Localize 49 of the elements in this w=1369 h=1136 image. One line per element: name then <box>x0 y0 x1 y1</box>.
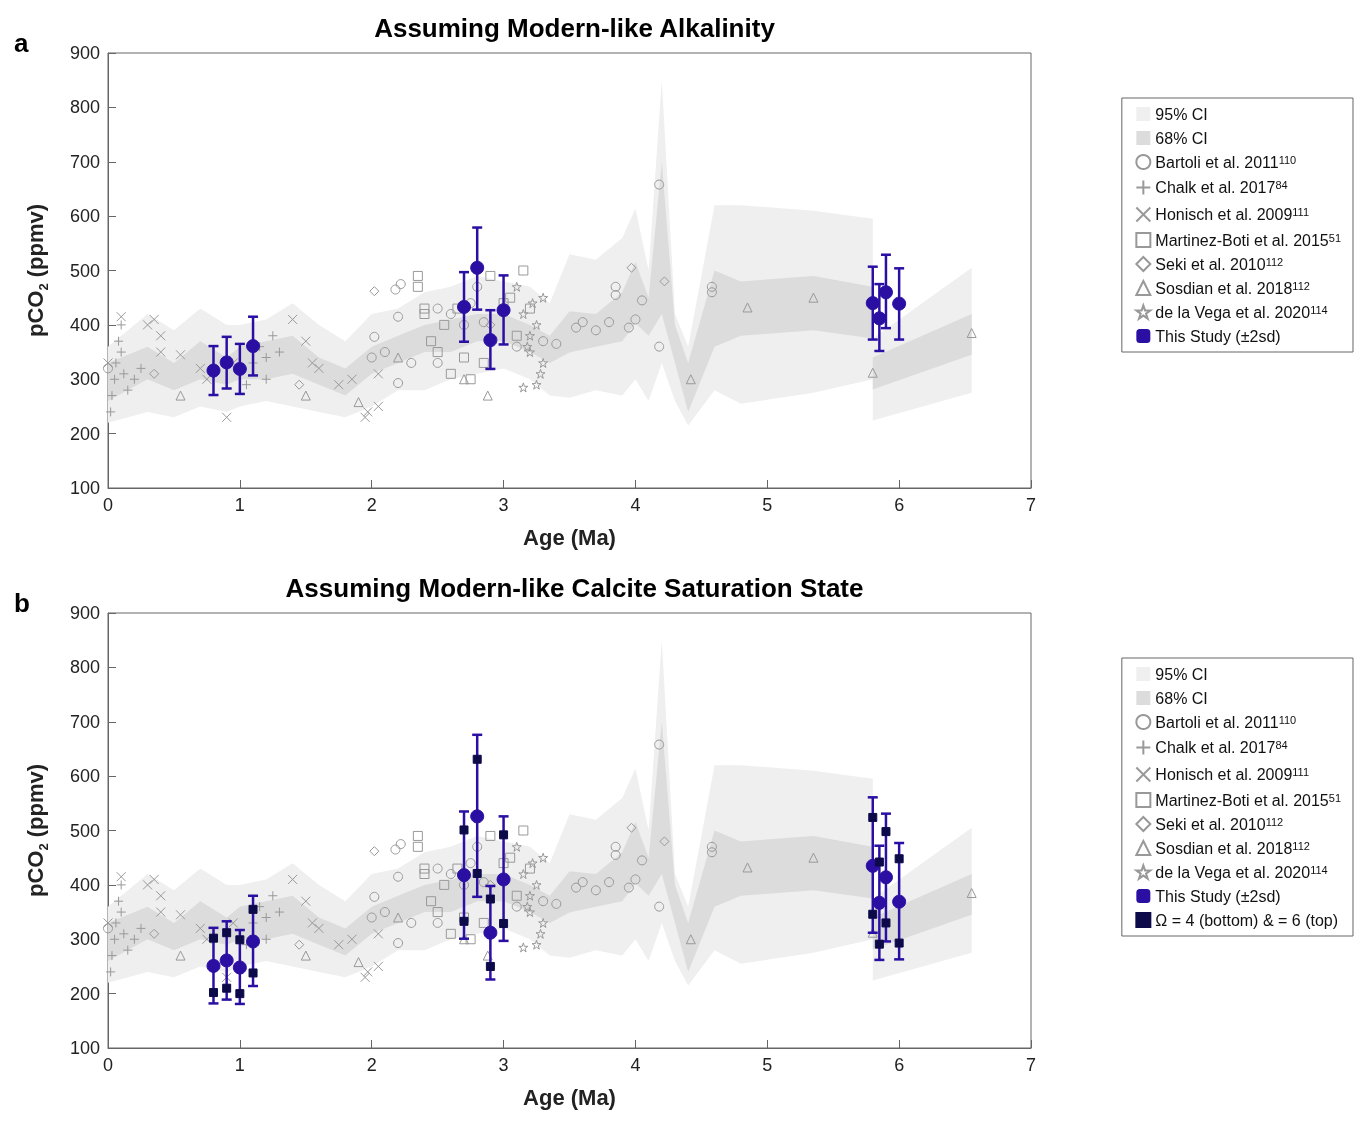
x-tick-label: 0 <box>102 1055 114 1075</box>
x-tick-label: 3 <box>498 1055 509 1075</box>
x-tick-label: 5 <box>762 495 773 515</box>
y-tick-label: 900 <box>69 603 100 623</box>
x-tick-label: 4 <box>630 495 641 515</box>
x-tick-label: 7 <box>1025 495 1037 515</box>
chart-title: Assuming Modern-like Alkalinity <box>374 13 776 43</box>
text: a <box>14 28 29 58</box>
x-tick-label: 7 <box>1025 1055 1037 1075</box>
x-tick-label: 1 <box>234 495 245 515</box>
y-tick-label: 400 <box>69 314 100 335</box>
legend-label: 68% CI <box>1155 689 1208 707</box>
y-tick-label: 300 <box>69 929 100 950</box>
y-tick-label: 100 <box>69 478 100 498</box>
y-tick-label: 500 <box>69 260 100 281</box>
y-tick-label: 600 <box>69 766 100 787</box>
x-tick-label: 6 <box>894 1055 905 1075</box>
y-tick-label: 200 <box>69 423 100 444</box>
x-tick-label: 2 <box>366 495 377 515</box>
legend-label: This Study (±2sd) <box>1155 887 1281 905</box>
x-tick-label: 4 <box>630 1055 641 1075</box>
y-tick-label: 300 <box>69 369 100 390</box>
x-tick-label: 6 <box>894 495 905 515</box>
y-tick-label: 700 <box>69 151 100 172</box>
y-tick-label: 200 <box>69 983 100 1004</box>
x-axis-title: Age (Ma) <box>523 1084 616 1110</box>
y-axis-title: pCO2 (ppmv) <box>22 763 51 898</box>
y-tick-label: 800 <box>69 97 100 118</box>
legend-label: 95% CI <box>1155 105 1208 123</box>
y-tick-label: 700 <box>69 711 100 732</box>
x-tick-label: 5 <box>762 1055 773 1075</box>
x-axis-title: Age (Ma) <box>523 524 616 550</box>
y-tick-label: 400 <box>69 874 100 895</box>
y-axis-title: pCO2 (ppmv) <box>22 203 51 338</box>
x-tick-label: 2 <box>366 1055 377 1075</box>
text: b <box>14 588 30 618</box>
y-tick-label: 800 <box>69 657 100 678</box>
x-tick-label: 3 <box>498 495 509 515</box>
y-tick-label: 500 <box>69 820 100 841</box>
legend-label: This Study (±2sd) <box>1155 327 1281 345</box>
chart-title: Assuming Modern-like Calcite Saturation State <box>285 573 864 603</box>
x-tick-label: 0 <box>102 495 114 515</box>
y-tick-label: 600 <box>69 206 100 227</box>
legend-label: Ω = 4 (bottom) & = 6 (top) <box>1155 911 1339 929</box>
legend-label: 68% CI <box>1155 129 1208 147</box>
y-tick-label: 100 <box>69 1038 100 1058</box>
y-tick-label: 900 <box>69 43 100 63</box>
x-tick-label: 1 <box>234 1055 245 1075</box>
legend-label: 95% CI <box>1155 665 1208 683</box>
